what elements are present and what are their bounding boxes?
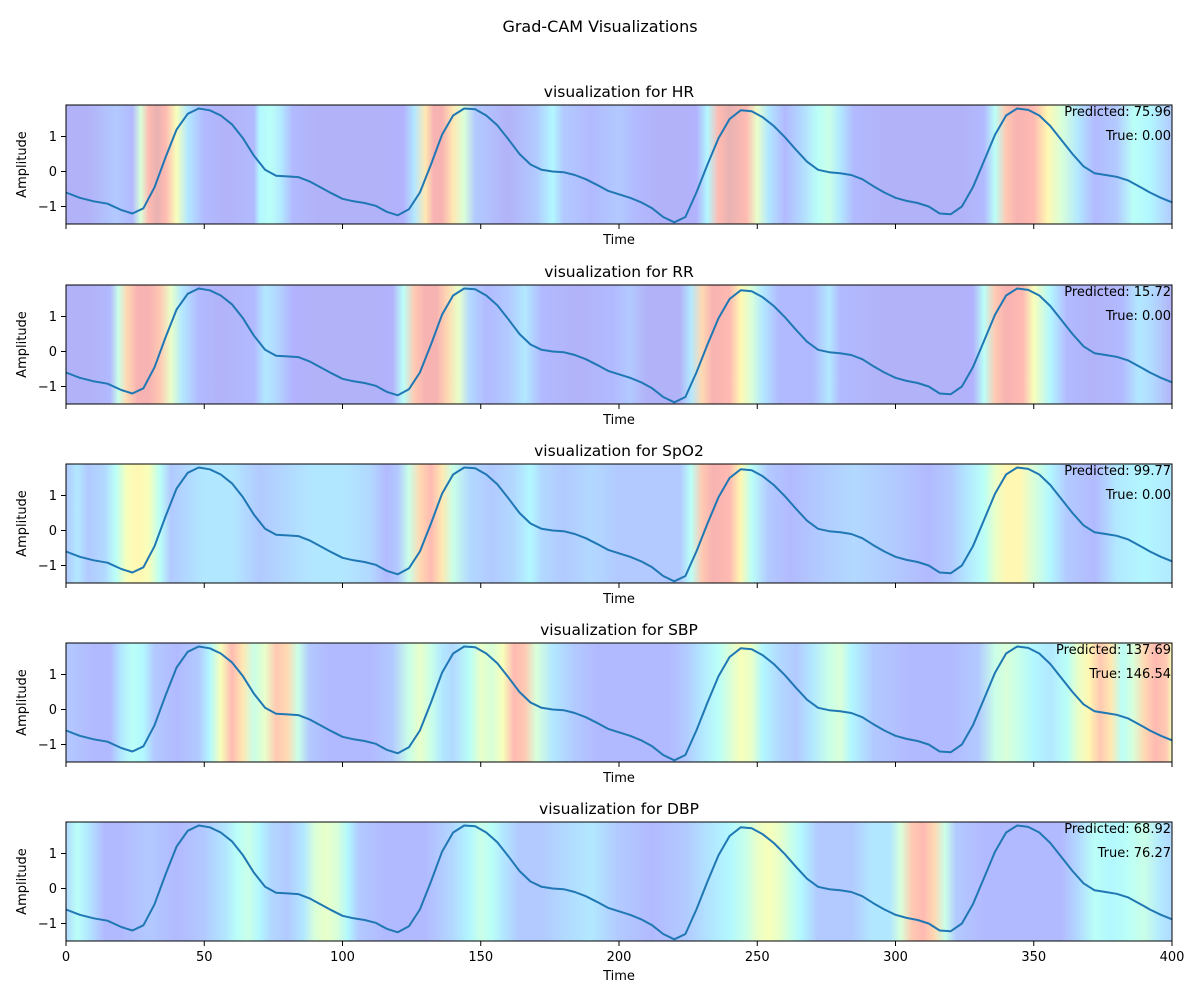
signal-line	[65, 107, 1173, 224]
y-tick-label: 1	[49, 310, 57, 325]
y-tick-label: 1	[49, 847, 57, 862]
x-tick-label: 400	[1160, 950, 1185, 965]
panel-1: 1 0 −1 visualization for RR Time Amplitude Pre…	[15, 263, 1173, 428]
figure-title: Grad-CAM Visualizations	[502, 17, 697, 36]
y-axis-label: Amplitude	[15, 311, 30, 378]
y-tick-label: −1	[38, 380, 57, 395]
y-tick-label: −1	[38, 559, 57, 574]
signal-line	[65, 824, 1173, 941]
gradcam-heatmap	[66, 822, 1172, 941]
x-tick-label: 200	[607, 950, 632, 965]
x-tick-label: 250	[745, 950, 770, 965]
signal-line	[65, 645, 1173, 762]
y-tick-label: 1	[49, 668, 57, 683]
y-axis-label: Amplitude	[15, 131, 30, 198]
predicted-annotation: Predicted: 99.77	[1064, 464, 1171, 479]
panels-group: 1 0 −1 visualization for HR Time Amplitude Pre…	[15, 83, 1184, 984]
predicted-annotation: Predicted: 68.92	[1064, 822, 1171, 837]
predicted-annotation: Predicted: 75.96	[1064, 105, 1171, 120]
y-axis-label: Amplitude	[15, 669, 30, 736]
x-axis-label: Time	[602, 233, 635, 248]
y-tick-label: −1	[38, 917, 57, 932]
y-tick-label: 0	[49, 345, 57, 360]
gradcam-heatmap	[66, 464, 1172, 583]
x-axis-label: Time	[602, 592, 635, 607]
gradcam-heatmap	[66, 643, 1172, 762]
y-axis-label: Amplitude	[15, 490, 30, 557]
x-tick-label: 50	[196, 950, 213, 965]
x-tick-label: 350	[1021, 950, 1046, 965]
y-tick-label: 1	[49, 130, 57, 145]
panel-4: 0 50 100 150 200 250 300 350 400 1 0 −1 visualizatio…	[15, 800, 1184, 984]
panel-title: visualization for RR	[544, 263, 694, 281]
true-annotation: True: 0.00	[1105, 309, 1171, 324]
true-annotation: True: 146.54	[1088, 667, 1171, 682]
gradcam-heatmap	[66, 105, 1172, 224]
gradcam-heatmap	[66, 285, 1172, 404]
y-tick-label: 0	[49, 165, 57, 180]
signal-line	[65, 466, 1173, 583]
x-tick-label: 300	[883, 950, 908, 965]
predicted-annotation: Predicted: 15.72	[1064, 285, 1171, 300]
panel-0: 1 0 −1 visualization for HR Time Amplitude Pre…	[15, 83, 1173, 248]
signal-line	[65, 287, 1173, 404]
true-annotation: True: 0.00	[1105, 129, 1171, 144]
panel-3: 1 0 −1 visualization for SBP Time Amplitude Pr…	[15, 621, 1173, 786]
y-tick-label: 0	[49, 703, 57, 718]
panel-title: visualization for SpO2	[534, 442, 704, 460]
predicted-annotation: Predicted: 137.69	[1056, 643, 1171, 658]
y-axis-label: Amplitude	[15, 848, 30, 915]
y-tick-label: −1	[38, 738, 57, 753]
panel-title: visualization for SBP	[540, 621, 698, 639]
panel-title: visualization for DBP	[539, 800, 699, 818]
true-annotation: True: 0.00	[1105, 488, 1171, 503]
x-axis-label: Time	[602, 771, 635, 786]
x-axis-label: Time	[602, 413, 635, 428]
true-annotation: True: 76.27	[1097, 846, 1171, 861]
x-axis-label: Time	[602, 969, 635, 984]
y-tick-label: 1	[49, 489, 57, 504]
x-tick-label: 100	[330, 950, 355, 965]
x-tick-label: 150	[468, 950, 493, 965]
y-tick-label: −1	[38, 200, 57, 215]
y-tick-label: 0	[49, 524, 57, 539]
x-tick-label: 0	[62, 950, 70, 965]
panel-2: 1 0 −1 visualization for SpO2 Time Amplitude P…	[15, 442, 1173, 607]
y-tick-label: 0	[49, 882, 57, 897]
panel-title: visualization for HR	[544, 83, 695, 101]
